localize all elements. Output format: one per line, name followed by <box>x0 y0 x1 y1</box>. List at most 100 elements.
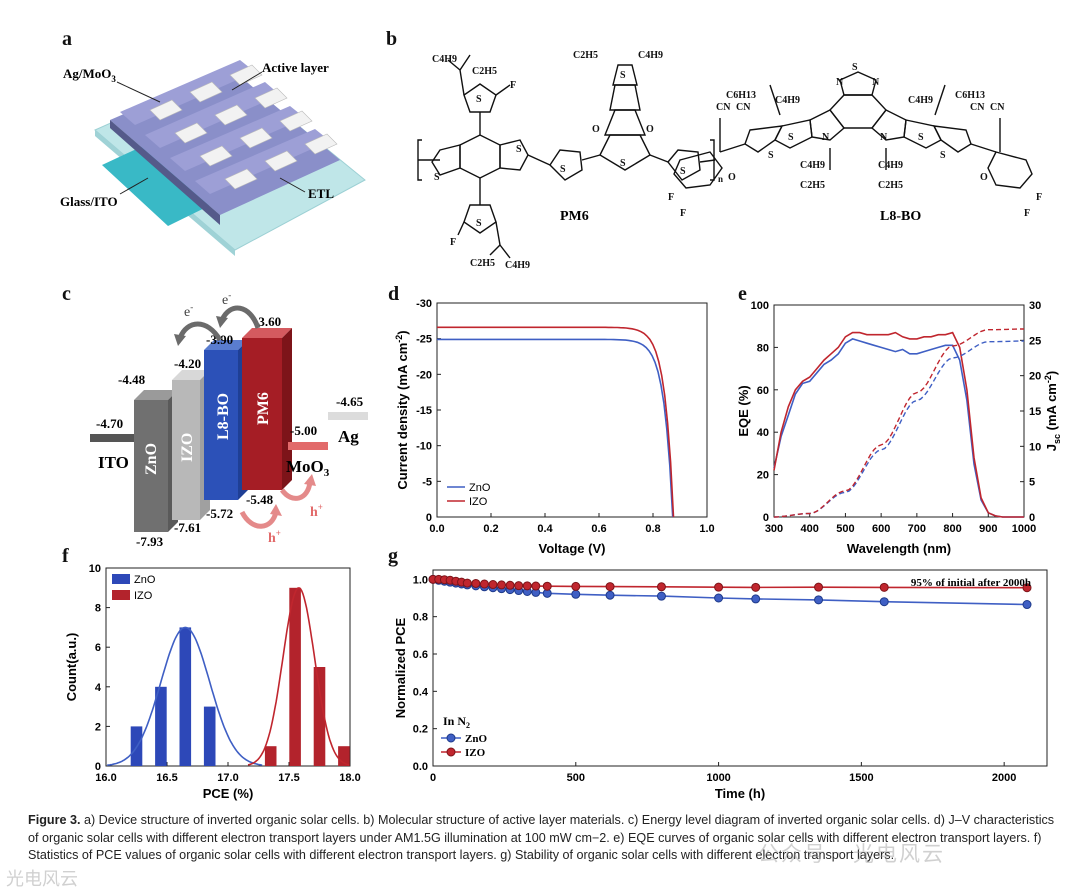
y-tick-label: -15 <box>416 405 432 417</box>
svg-text:CN: CN <box>716 102 731 113</box>
y-tick-label: -10 <box>416 441 432 453</box>
eqe-plot-frame <box>773 304 1025 518</box>
fit-curve-izo <box>247 587 350 766</box>
svg-text:F: F <box>1024 208 1030 219</box>
svg-text:S: S <box>680 166 686 177</box>
moo3-bar <box>288 442 328 450</box>
stability-point-izo <box>656 582 666 592</box>
svg-text:S: S <box>476 94 482 105</box>
stability-annotation: 95% of initial after 2000h <box>911 577 1031 589</box>
legend-marker-izo <box>446 747 456 757</box>
stability-point-zno <box>814 595 824 605</box>
svg-text:S: S <box>434 172 440 183</box>
svg-text:C2H5: C2H5 <box>878 180 903 191</box>
panel-label-c: c <box>62 283 71 305</box>
svg-text:O: O <box>592 124 600 135</box>
hist-y-axis-label: Count(a.u.) <box>64 633 79 702</box>
svg-text:S: S <box>476 218 482 229</box>
y-tick-label: 6 <box>95 642 101 654</box>
y-tick-label: 20 <box>757 470 769 482</box>
y-tick-label: 10 <box>89 563 101 575</box>
pm6-block-top <box>242 328 292 338</box>
hole-arrow-1 <box>239 510 279 529</box>
jv-y-axis-label: Current density (mA cm-2) <box>394 330 410 489</box>
x-tick-label: 0.2 <box>483 523 498 535</box>
panel-label-b: b <box>386 28 398 50</box>
x-tick-label: 700 <box>908 523 926 535</box>
electron-arrow-1 <box>177 321 223 342</box>
x-tick-label: 1500 <box>849 772 873 784</box>
y-tick-label: 0.6 <box>413 649 428 661</box>
molecular-structures: C4H9 C2H5 F S S S S F C2H5 C4H9 S C2H5 C… <box>417 50 1042 271</box>
hist-bar-izo <box>313 667 326 766</box>
caption-text: a) Device structure of inverted organic … <box>28 813 1055 862</box>
jv-chart: 0.0 0.2 0.4 0.6 0.8 1.0 -30 -25 -20 -15 -10 -5 0 ZnO… <box>394 298 715 556</box>
stability-point-izo <box>714 582 724 592</box>
y2-tick-label: 30 <box>1029 300 1041 312</box>
svg-text:S: S <box>788 132 794 143</box>
moo3-label: MoO3 <box>286 457 330 479</box>
stability-point-izo <box>879 582 889 592</box>
hist-bar-izo <box>264 746 277 766</box>
svg-text:C4H9: C4H9 <box>775 95 800 106</box>
stability-point-izo <box>505 580 515 590</box>
x-tick-label: 800 <box>943 523 961 535</box>
x-tick-label: 1.0 <box>699 523 714 535</box>
pm6-bottom-value: -5.48 <box>246 492 274 507</box>
active-layer-label: Active layer <box>262 60 329 75</box>
figure-caption: Figure 3. a) Device structure of inverte… <box>28 812 1068 865</box>
y-tick-label: 0.2 <box>413 724 428 736</box>
svg-text:F: F <box>680 208 686 219</box>
x-tick-label: 16.0 <box>95 772 116 784</box>
x-tick-label: 1000 <box>1012 523 1036 535</box>
stability-point-zno <box>879 597 889 607</box>
hist-bar-izo <box>338 746 350 766</box>
svg-text:N: N <box>822 132 830 143</box>
hole-arrowhead-2 <box>304 474 316 486</box>
y-tick-label: 0.0 <box>413 761 428 773</box>
stability-point-zno <box>751 594 761 604</box>
watermark-text: 公众号 · 光电风云 <box>758 842 946 866</box>
x-tick-label: 0 <box>430 772 436 784</box>
stability-point-izo <box>497 580 507 590</box>
y2-tick-label: 10 <box>1029 441 1041 453</box>
pm6-label: PM6 <box>255 392 272 425</box>
stability-point-izo <box>522 581 532 591</box>
l8bo-atom-labels: S N N CN CN CN CN C6H13 C4H9 C4H9 C6H13 … <box>668 62 1042 219</box>
svg-text:C4H9: C4H9 <box>638 50 663 61</box>
zno-label: ZnO <box>143 443 160 475</box>
jv-x-axis-label: Voltage (V) <box>539 541 606 556</box>
eqe-chart: 300 400 500 600 700 800 900 1000020406080100051… <box>736 300 1062 556</box>
svg-text:N: N <box>872 77 880 88</box>
panel-label-f: f <box>62 545 69 567</box>
electron-arrowhead-2 <box>216 316 228 328</box>
eqe-series-zno <box>773 338 1024 518</box>
y-tick-label: 8 <box>95 603 101 615</box>
hole-arrowhead-1 <box>270 504 282 516</box>
svg-text:S: S <box>940 150 946 161</box>
device-structure-diagram: Ag/MoO3 Active layer Glass/ITO ETL <box>60 60 366 256</box>
svg-text:S: S <box>620 70 626 81</box>
hist-bar-zno <box>155 686 167 766</box>
stability-point-izo <box>751 582 761 592</box>
svg-text:S: S <box>918 132 924 143</box>
eqe-x-axis-label: Wavelength (nm) <box>847 541 951 556</box>
y2-tick-label: 5 <box>1029 477 1035 489</box>
electron-label-2: e- <box>222 290 231 308</box>
svg-text:S: S <box>852 62 858 73</box>
x-tick-label: 600 <box>872 523 890 535</box>
stability-point-zno <box>1022 600 1032 610</box>
stab-x-axis-label: Time (h) <box>715 786 765 801</box>
x-tick-label: 0.8 <box>645 523 660 535</box>
stability-point-zno <box>571 589 581 599</box>
svg-text:S: S <box>560 164 566 175</box>
electron-label-1: e- <box>184 302 193 320</box>
y-tick-label: 60 <box>757 385 769 397</box>
stability-point-izo <box>605 582 615 592</box>
svg-text:C2H5: C2H5 <box>470 258 495 269</box>
legend-title: In N2 <box>443 714 470 730</box>
svg-text:F: F <box>1036 192 1042 203</box>
x-tick-label: 0.0 <box>429 523 444 535</box>
hist-bar-zno <box>203 706 216 766</box>
pm6-atom-labels: C4H9 C2H5 F S S S S F C2H5 C4H9 S C2H5 C… <box>432 50 723 271</box>
